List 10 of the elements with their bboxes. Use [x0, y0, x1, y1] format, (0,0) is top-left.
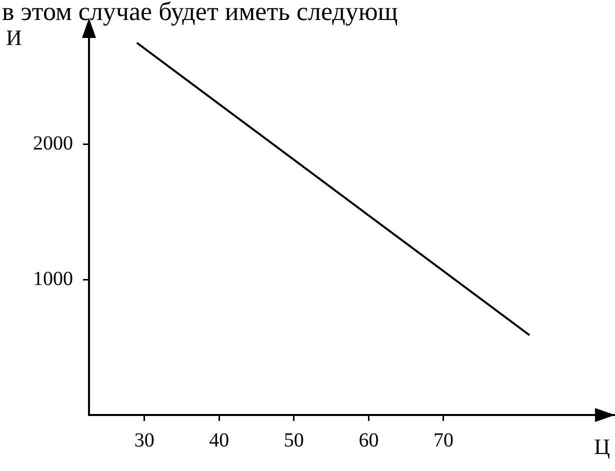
y-tick-label: 2000 — [33, 132, 73, 155]
y-tick-label: 1000 — [33, 268, 73, 290]
y-axis-title: И — [6, 24, 22, 50]
x-tick-label: 50 — [284, 429, 304, 452]
x-tick-label: 40 — [209, 429, 230, 452]
chart-title: в этом случае будет иметь следующ — [2, 0, 398, 26]
x-tick-label: 70 — [433, 429, 454, 452]
x-axis-title: Ц — [594, 434, 610, 459]
x-tick-label: 60 — [358, 429, 379, 452]
x-tick-label: 30 — [134, 429, 154, 452]
